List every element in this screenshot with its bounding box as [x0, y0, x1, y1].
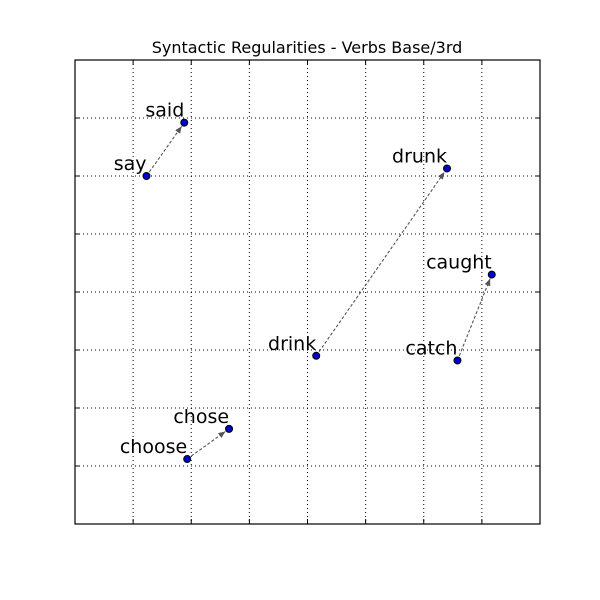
point-said	[180, 118, 189, 127]
label-chose: chose	[173, 406, 229, 428]
grid	[75, 60, 540, 524]
point-choose	[183, 455, 192, 464]
point-drunk	[443, 164, 451, 173]
arrow-drink-drunk	[315, 171, 445, 357]
plot-frame	[74, 59, 541, 525]
label-said: said	[145, 100, 184, 122]
arrow-series	[146, 125, 491, 460]
chart-title: Syntactic Regularities - Verbs Base/3rd	[152, 38, 463, 57]
point-series	[142, 118, 496, 464]
arrow-catch-caught	[456, 278, 491, 361]
point-catch	[453, 356, 462, 365]
label-choose: choose	[120, 436, 187, 458]
arrow-choose-chose	[186, 431, 226, 460]
label-drunk: drunk	[392, 145, 447, 167]
label-say: say	[114, 153, 147, 175]
point-drink	[312, 351, 321, 360]
label-caught: caught	[426, 252, 492, 274]
axis-ticks	[75, 60, 540, 524]
label-drink: drink	[268, 333, 316, 355]
point-caught	[487, 270, 496, 279]
arrow-say-said	[146, 125, 183, 177]
label-catch: catch	[405, 337, 457, 359]
point-say	[142, 172, 151, 180]
label-series: say said drink drunk catch caught choose chose	[114, 100, 492, 458]
point-chose	[225, 424, 234, 433]
